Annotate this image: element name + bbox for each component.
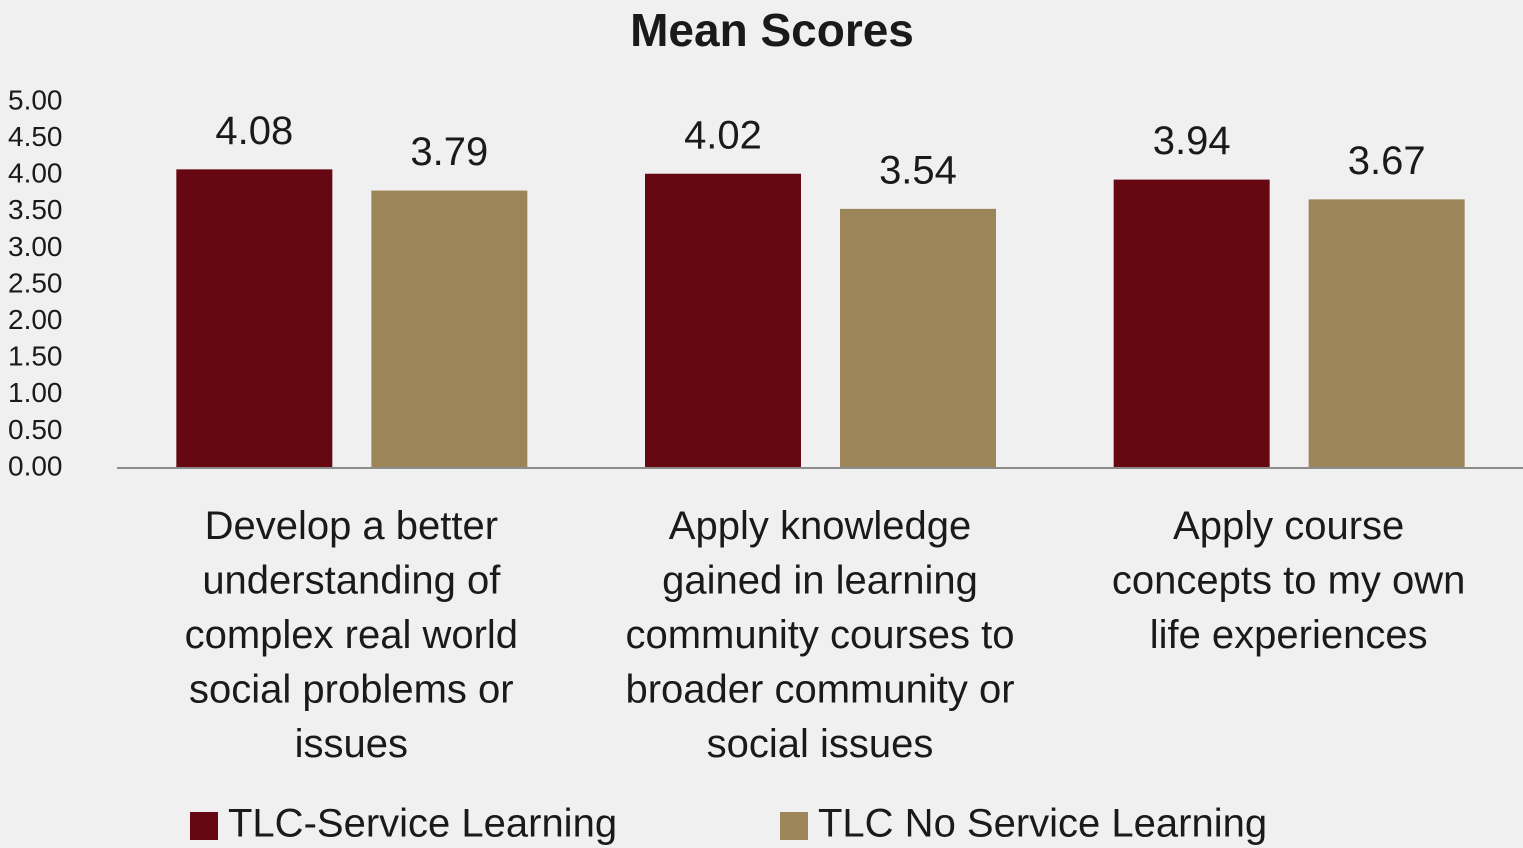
data-label: 3.79	[410, 130, 488, 174]
x-tick-label: Develop a better understanding of complex …	[185, 504, 518, 766]
data-label: 4.08	[215, 109, 293, 153]
y-tick-label: 2.00	[8, 304, 63, 335]
bar	[840, 208, 996, 468]
x-tick-label-line: social problems or	[189, 667, 514, 711]
legend-label: TLC No Service Learning	[818, 802, 1267, 846]
chart-title: Mean Scores	[630, 4, 914, 56]
bar	[371, 190, 528, 468]
data-label: 3.94	[1153, 119, 1231, 163]
y-tick-label: 3.00	[8, 231, 63, 262]
legend-swatch	[780, 812, 808, 840]
y-tick-label: 4.50	[8, 121, 63, 152]
y-tick-label: 3.50	[8, 194, 63, 225]
x-tick-label-line: broader community or	[625, 667, 1014, 711]
x-tick-label: Apply course concepts to my own life exper…	[1112, 504, 1466, 657]
bar	[645, 173, 801, 468]
bar	[176, 169, 333, 468]
legend-label: TLC-Service Learning	[228, 802, 617, 846]
y-tick-label: 0.00	[8, 450, 63, 481]
x-tick-label-line: life experiences	[1150, 613, 1428, 657]
x-tick-label-line: issues	[295, 722, 408, 766]
x-tick-label-line: social issues	[707, 722, 934, 766]
y-tick-label: 5.00	[8, 84, 63, 115]
data-label: 4.02	[684, 113, 762, 157]
data-label: 3.54	[879, 148, 957, 192]
y-tick-label: 1.50	[8, 341, 63, 372]
x-tick-label: Apply knowledge gained in learning communi…	[625, 504, 1014, 766]
y-tick-label: 0.50	[8, 414, 63, 445]
y-tick-label: 1.00	[8, 377, 63, 408]
x-tick-label-line: community courses to	[625, 613, 1014, 657]
x-tick-label-line: gained in learning	[662, 558, 978, 602]
x-tick-label-line: Apply knowledge	[669, 504, 971, 548]
data-label: 3.67	[1348, 139, 1426, 183]
x-tick-label-line: understanding of	[202, 558, 501, 602]
bar	[1113, 179, 1270, 469]
x-tick-label-line: complex real world	[185, 613, 518, 657]
x-tick-label-line: Develop a better	[205, 504, 499, 548]
x-tick-label-line: concepts to my own	[1112, 558, 1466, 602]
legend-swatch	[190, 812, 218, 840]
y-tick-label: 2.50	[8, 267, 63, 298]
x-tick-label-line: Apply course	[1173, 504, 1404, 548]
bar	[1308, 199, 1465, 468]
y-tick-label: 4.00	[8, 158, 63, 189]
